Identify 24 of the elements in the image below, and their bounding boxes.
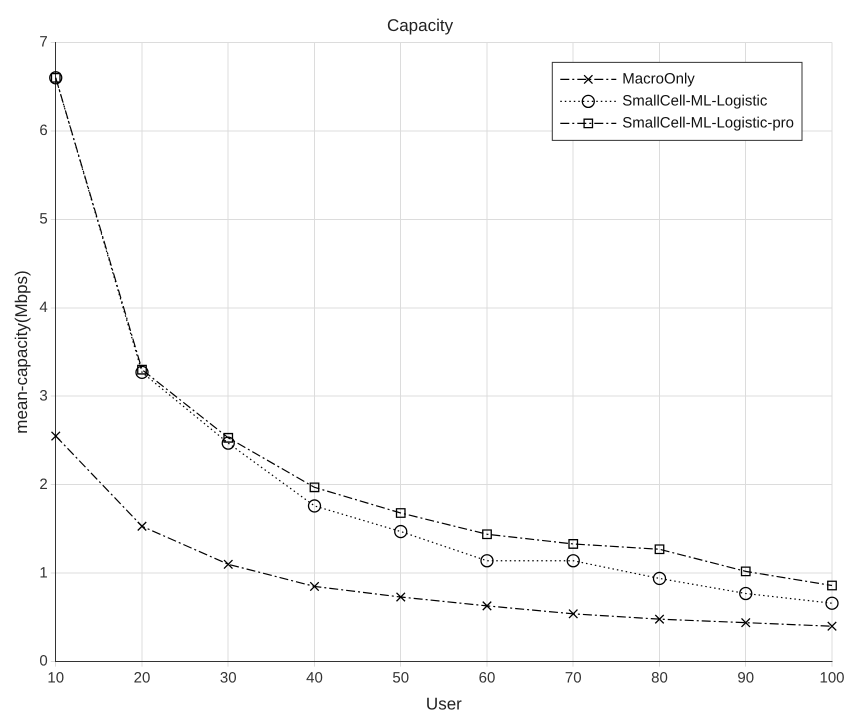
legend-label: SmallCell-ML-Logistic-pro xyxy=(622,114,794,132)
x-tick-label: 90 xyxy=(737,670,754,687)
x-tick-label: 10 xyxy=(47,670,64,687)
y-tick-label: 6 xyxy=(39,122,48,139)
x-tick-label: 50 xyxy=(392,670,410,687)
x-axis-title: User xyxy=(426,694,462,714)
x-tick-label: 40 xyxy=(306,670,323,687)
legend-label: MacroOnly xyxy=(622,70,696,88)
x-tick-label: 70 xyxy=(564,670,582,687)
x-tick-label: 60 xyxy=(478,670,496,687)
y-tick-label: 4 xyxy=(39,298,48,316)
y-tick-label: 1 xyxy=(39,564,48,582)
x-tick-label: 100 xyxy=(819,670,845,687)
y-tick-label: 0 xyxy=(39,652,48,670)
chart-title: Capacity xyxy=(386,16,454,35)
y-axis-title: mean-capacity(Mbps) xyxy=(12,270,31,434)
x-tick-label: 30 xyxy=(220,670,237,687)
y-tick-label: 2 xyxy=(39,476,48,493)
legend-label: SmallCell-ML-Logistic xyxy=(622,92,768,110)
y-tick-label: 5 xyxy=(39,210,48,228)
y-tick-label: 7 xyxy=(39,34,48,51)
y-tick-label: 3 xyxy=(39,387,48,404)
x-tick-label: 80 xyxy=(651,670,668,687)
x-tick-label: 20 xyxy=(134,670,150,687)
